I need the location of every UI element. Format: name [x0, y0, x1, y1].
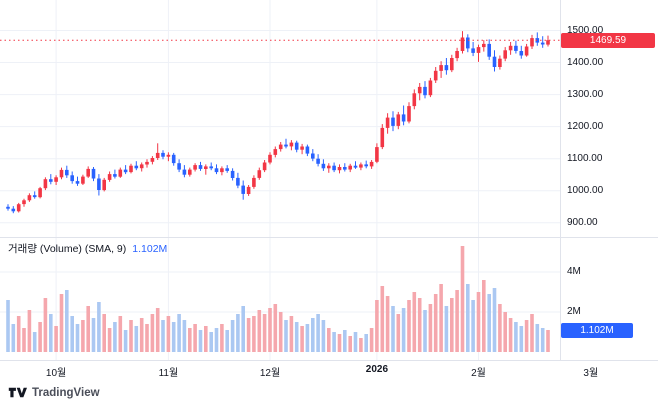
volume-tick-label: 4M — [567, 266, 581, 277]
price-tick-label: 1300.00 — [567, 88, 604, 100]
volume-tick-label: 2M — [567, 306, 581, 317]
time-axis-label: 11월 — [158, 368, 179, 379]
price-tick-label: 1200.00 — [567, 120, 604, 132]
last-price-badge: 1469.59 — [561, 32, 655, 48]
price-tick-label: 1100.00 — [567, 152, 603, 164]
volume-value-badge: 1.102M — [561, 322, 633, 338]
tradingview-logo[interactable]: TradingView — [8, 386, 100, 399]
volume-legend-value: 1.102M — [132, 243, 168, 255]
time-axis-label: 12월 — [259, 368, 281, 379]
volume-legend[interactable]: 거래량 (Volume) (SMA, 9) 1.102M — [8, 241, 167, 256]
tradingview-logo-text: TradingView — [32, 386, 100, 399]
price-tick-label: 900.00 — [567, 216, 598, 228]
price-axis[interactable]: 1500.00 1400.00 1300.00 1200.00 1100.00 1000.… — [560, 0, 658, 360]
time-axis-label: 2026 — [365, 364, 389, 375]
price-tick-label: 1400.00 — [567, 56, 604, 68]
time-axis-label: 10월 — [45, 368, 67, 379]
price-tick-label: 1000.00 — [567, 184, 604, 196]
price-tick-label: 1500.00 — [567, 24, 604, 36]
volume-legend-title: 거래량 (Volume) (SMA, 9) — [8, 243, 127, 255]
time-axis-label: 3월 — [583, 368, 599, 379]
tradingview-logo-icon — [8, 386, 27, 399]
time-axis[interactable]: 10월 11월 12월 2026 2월 3월 — [0, 360, 658, 382]
time-axis-label: 2월 — [471, 368, 486, 379]
